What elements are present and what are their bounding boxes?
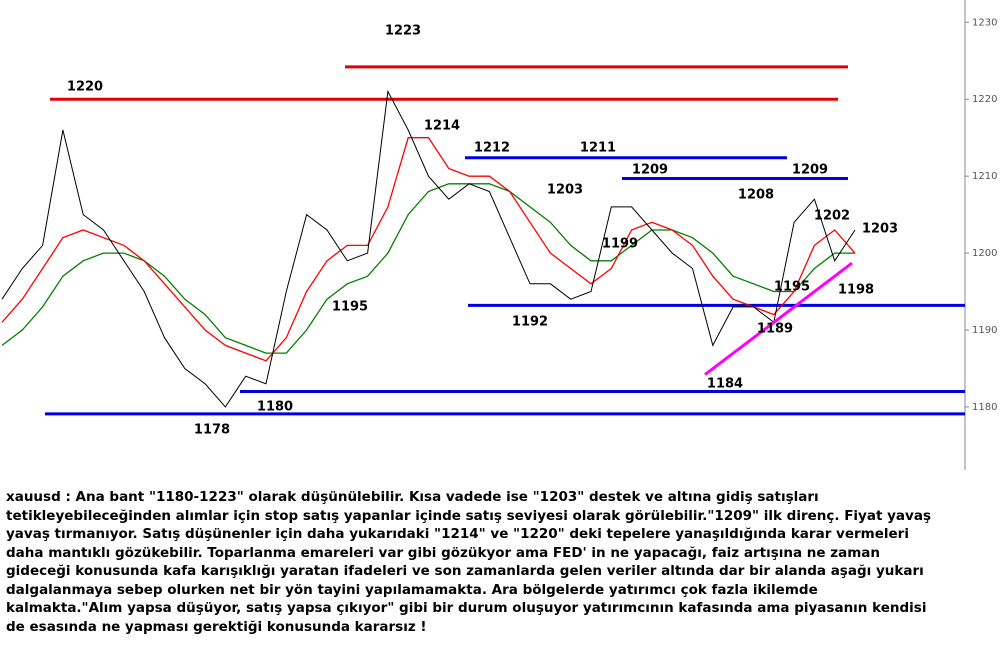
- commentary-line: de esasında ne yapması gerektiği konusun…: [6, 618, 427, 635]
- commentary-line: yavaş tırmanıyor. Satış düşünenler için …: [6, 526, 909, 542]
- level-annotation: 1209: [792, 163, 828, 178]
- level-annotation: 1184: [707, 377, 743, 392]
- level-annotation: 1178: [194, 423, 230, 438]
- level-annotation: 1198: [838, 283, 874, 298]
- level-annotation: 1209: [632, 163, 668, 178]
- level-annotation: 1214: [424, 119, 460, 134]
- y-tick-label: 1200: [972, 248, 997, 259]
- level-annotation: 1220: [67, 80, 103, 95]
- y-tick-label: 1230: [972, 17, 997, 28]
- commentary-line: tetikleyebileceğinden alımlar için stop …: [6, 507, 931, 524]
- y-tick-label: 1220: [972, 94, 997, 105]
- level-annotation: 1212: [474, 141, 510, 156]
- level-annotation: 1192: [512, 315, 548, 330]
- commentary-line: kalmakta."Alım yapsa düşüyor, satış yaps…: [6, 600, 927, 616]
- commentary-line: daha mantıklı gözükebilir. Toparlanma em…: [6, 544, 881, 561]
- level-annotation: 1195: [332, 300, 368, 315]
- commentary-line: dalgalanmaya sebep olurken net bir yön t…: [6, 581, 818, 598]
- commentary: xauusd : Ana bant "1180-1223" olarak düş…: [6, 488, 996, 636]
- level-annotation: 1223: [385, 24, 421, 39]
- trend-line: [704, 261, 853, 376]
- y-tick-label: 1180: [972, 402, 997, 413]
- level-annotation: 1211: [580, 141, 616, 156]
- commentary-line: xauusd : Ana bant "1180-1223" olarak düş…: [6, 489, 819, 505]
- series-line: [1, 183, 855, 354]
- level-annotation: 1202: [814, 209, 850, 224]
- series-line: [1, 137, 856, 362]
- level-annotation: 1180: [257, 400, 293, 415]
- commentary-line: gideceği konusunda kafa karışıklığı yara…: [6, 563, 924, 579]
- level-annotation: 1203: [547, 183, 583, 198]
- level-annotation: 1203: [862, 222, 898, 237]
- chart: 1180 1190 1200 1210 1220 1230 1220 1223 1214 1212…: [1, 0, 997, 470]
- level-annotation: 1208: [738, 188, 774, 203]
- series-line: [1, 89, 856, 408]
- level-annotation: 1199: [602, 237, 638, 252]
- level-annotation: 1195: [774, 280, 810, 295]
- y-tick-label: 1190: [972, 325, 997, 336]
- y-tick-label: 1210: [972, 171, 997, 182]
- level-annotation: 1189: [757, 322, 793, 337]
